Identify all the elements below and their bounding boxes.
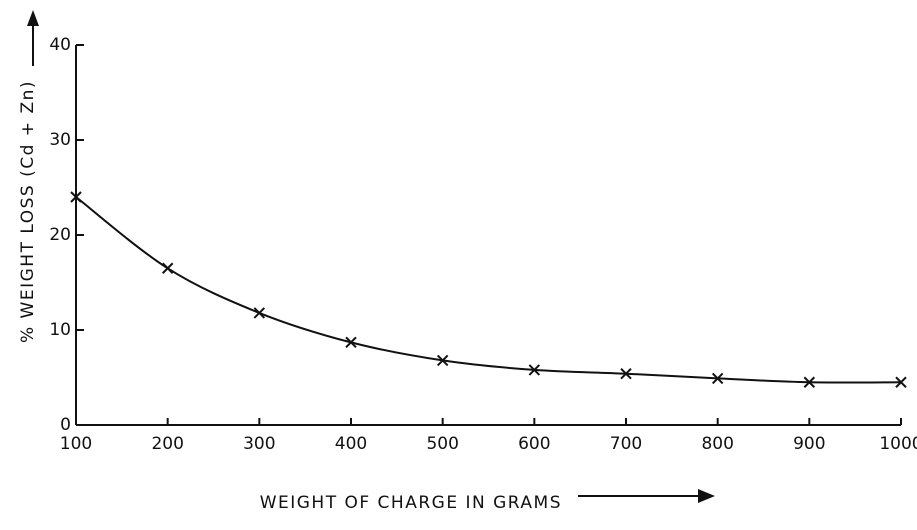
x-tick-label: 400 [335,434,367,454]
x-tick-label: 100 [60,434,92,454]
data-point-marker [803,376,816,388]
data-point-marker [161,262,174,274]
data-point-marker [436,354,449,367]
x-tick-label: 900 [793,434,825,454]
data-point-marker [711,372,724,385]
x-tick-label: 500 [426,434,458,454]
y-tick-label: 0 [60,415,71,435]
y-tick-label: 10 [49,320,71,340]
y-tick-label: 20 [49,225,71,245]
y-axis-arrow [27,10,39,66]
x-tick-label: 1000 [879,434,917,454]
axes [75,45,901,426]
series-line [75,196,902,384]
x-tick-label: 300 [243,434,275,454]
x-tick-label: 800 [701,434,733,454]
data-point-marker [345,336,357,349]
y-axis-label: % WEIGHT LOSS (Cd + Zn) [18,80,38,343]
data-point-marker [895,376,907,388]
x-tick-label: 200 [151,434,183,454]
x-tick-label: 700 [610,434,642,454]
data-point-marker [620,367,632,380]
x-axis-label: WEIGHT OF CHARGE IN GRAMS [260,493,562,513]
x-tick-label: 600 [518,434,550,454]
data-point-marker [253,307,266,319]
data-point-marker [70,191,82,203]
data-markers [70,191,907,388]
data-point-marker [528,364,541,376]
x-ticks: 100 200 300 400 500 600 700 800 900 1000 [60,418,917,454]
y-ticks: 0 10 20 30 40 [49,35,84,435]
y-tick-label: 30 [49,130,71,150]
y-tick-label: 40 [49,35,71,55]
x-axis-arrow [578,489,715,503]
